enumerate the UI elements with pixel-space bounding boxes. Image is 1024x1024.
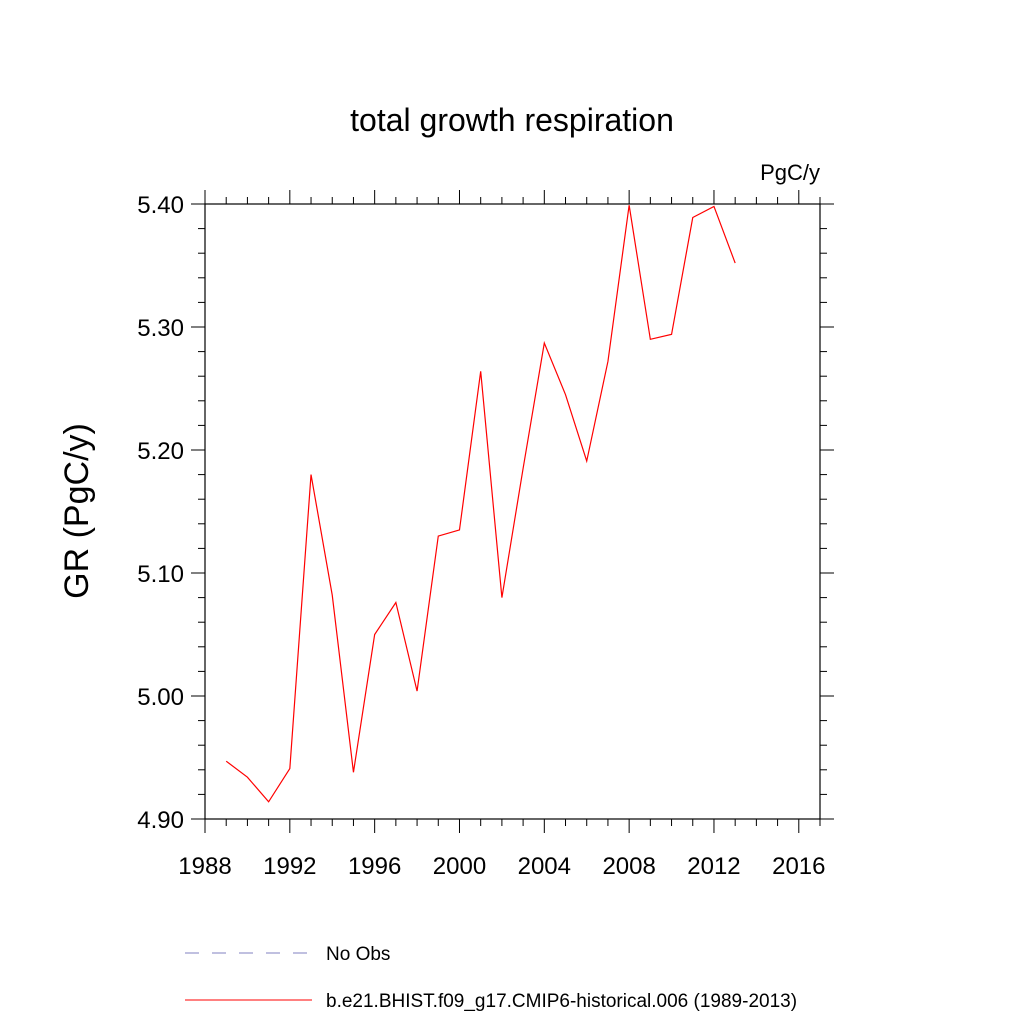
x-tick-label: 1992 bbox=[263, 853, 316, 880]
chart-title: total growth respiration bbox=[350, 102, 674, 138]
x-tick-label: 1988 bbox=[178, 853, 231, 880]
x-tick-label: 2004 bbox=[518, 853, 571, 880]
y-tick-label: 4.90 bbox=[137, 807, 184, 834]
y-tick-label: 5.30 bbox=[137, 315, 184, 342]
axis-ticks: 1988 1992 1996 2000 2004 2008 2012 2016 4.90 5.00… bbox=[137, 190, 834, 880]
y-tick-label: 5.20 bbox=[137, 438, 184, 465]
x-tick-label: 2008 bbox=[602, 853, 655, 880]
legend-label: b.e21.BHIST.f09_g17.CMIP6-historical.006… bbox=[326, 991, 797, 1012]
x-tick-label: 1996 bbox=[348, 853, 401, 880]
legend: No Obs b.e21.BHIST.f09_g17.CMIP6-historic… bbox=[185, 944, 797, 1012]
y-axis-label: GR (PgC/y) bbox=[58, 423, 96, 599]
legend-label: No Obs bbox=[326, 944, 390, 965]
series-layer bbox=[225, 205, 736, 803]
x-tick-label: 2012 bbox=[687, 853, 740, 880]
series-line bbox=[225, 205, 736, 803]
y-tick-label: 5.00 bbox=[137, 684, 184, 711]
x-tick-label: 2016 bbox=[772, 853, 825, 880]
plot-frame bbox=[204, 203, 821, 820]
y-tick-label: 5.40 bbox=[137, 192, 184, 219]
units-label: PgC/y bbox=[760, 160, 820, 185]
y-tick-label: 5.10 bbox=[137, 561, 184, 588]
x-tick-label: 2000 bbox=[433, 853, 486, 880]
